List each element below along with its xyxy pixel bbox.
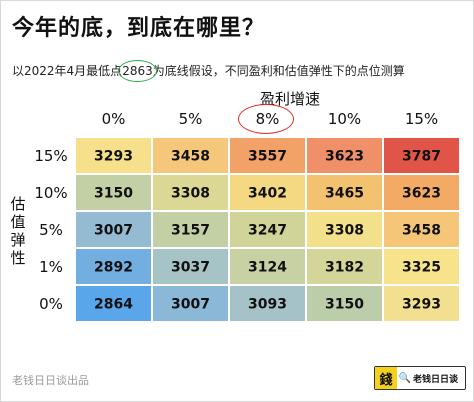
- heatmap-value-label: 3093: [248, 297, 287, 313]
- heatmap-value-label: 3182: [325, 260, 364, 276]
- subtitle-suffix: 为底线假设，不同盈利和估值弹性下的点位测算: [152, 64, 405, 78]
- heatmap-value-label: 3247: [248, 223, 287, 239]
- heatmap-cell: [384, 175, 459, 210]
- column-header-3: 10%: [327, 110, 362, 128]
- row-header-2: 5%: [39, 221, 63, 239]
- footer-source: 老钱日日谈出品: [12, 374, 89, 387]
- y-axis-title: 估值弹性: [10, 195, 26, 267]
- heatmap-cell: [230, 249, 305, 284]
- heatmap-value-label: 3458: [171, 149, 210, 165]
- heatmap-value-label: 3150: [94, 186, 133, 202]
- column-header-1: 5%: [178, 110, 203, 128]
- x-axis-title: 盈利增速: [259, 90, 320, 108]
- heatmap-cell: [153, 138, 228, 173]
- heatmap-value-label: 3308: [171, 186, 210, 202]
- heatmap-value-label: 3787: [402, 149, 441, 165]
- brand-badge: 錢 🔍 老钱日日谈: [374, 366, 466, 390]
- heatmap-value-label: 3557: [248, 149, 287, 165]
- heatmap-cell: [76, 249, 151, 284]
- heatmap-value-label: 2892: [94, 260, 133, 276]
- heatmap-cell: [153, 175, 228, 210]
- heatmap-cell: [307, 175, 382, 210]
- heatmap-cell: [307, 138, 382, 173]
- heatmap-value-label: 3325: [402, 260, 441, 276]
- heatmap-value-label: 3293: [94, 149, 133, 165]
- heatmap-cell: [230, 212, 305, 247]
- heatmap-cell: [307, 212, 382, 247]
- subtitle-number-text: 2863: [122, 64, 153, 78]
- row-header-0: 15%: [34, 147, 68, 165]
- heatmap-cell: [384, 138, 459, 173]
- heatmap-cell: [384, 286, 459, 321]
- brand-logo-icon: 錢: [375, 367, 397, 389]
- heatmap-value-label: 3007: [94, 223, 133, 239]
- heatmap-value-label: 3308: [325, 223, 364, 239]
- heatmap-value-label: 3465: [325, 186, 364, 202]
- heatmap-cell: [76, 175, 151, 210]
- heatmap-value-label: 3458: [402, 223, 441, 239]
- brand-badge-text: 老钱日日谈: [413, 374, 459, 385]
- subtitle-prefix: 以2022年4月最低点: [12, 64, 123, 78]
- column-header-2: 8%: [255, 110, 280, 128]
- heatmap-cell: [153, 249, 228, 284]
- heatmap-cell: [76, 212, 151, 247]
- heatmap-value-label: 3037: [171, 260, 210, 276]
- row-header-1: 10%: [34, 184, 68, 202]
- heatmap-cell: [76, 286, 151, 321]
- heatmap-value-label: 3623: [402, 186, 441, 202]
- row-header-3: 1%: [39, 258, 63, 276]
- heatmap-value-label: 2864: [94, 297, 133, 313]
- heatmap-value-label: 3623: [325, 149, 364, 165]
- row-header-4: 0%: [39, 295, 63, 313]
- heatmap-value-label: 3157: [171, 223, 210, 239]
- heatmap-cell: [153, 286, 228, 321]
- column-header-4: 15%: [404, 110, 439, 128]
- heatmap-cell: [307, 286, 382, 321]
- heatmap-cell: [230, 286, 305, 321]
- subtitle: 以2022年4月最低点2863 为底线假设，不同盈利和估值弹性下的点位测算: [12, 60, 405, 82]
- heatmap-value-label: 3402: [248, 186, 287, 202]
- heatmap-value-label: 3293: [402, 297, 441, 313]
- heatmap-cell: [76, 138, 151, 173]
- heatmap-cell: [230, 138, 305, 173]
- search-icon: 🔍: [398, 372, 412, 384]
- column-header-0: 0%: [101, 110, 126, 128]
- heatmap-cell: [384, 212, 459, 247]
- heatmap-cell: [230, 175, 305, 210]
- heatmap-cell: [307, 249, 382, 284]
- heatmap-value-label: 3150: [325, 297, 364, 313]
- heatmap-cell: [384, 249, 459, 284]
- heatmap-value-label: 3007: [171, 297, 210, 313]
- heatmap-value-label: 3124: [248, 260, 287, 276]
- page-title: 今年的底，到底在哪里？: [12, 16, 266, 41]
- heatmap-cell: [153, 212, 228, 247]
